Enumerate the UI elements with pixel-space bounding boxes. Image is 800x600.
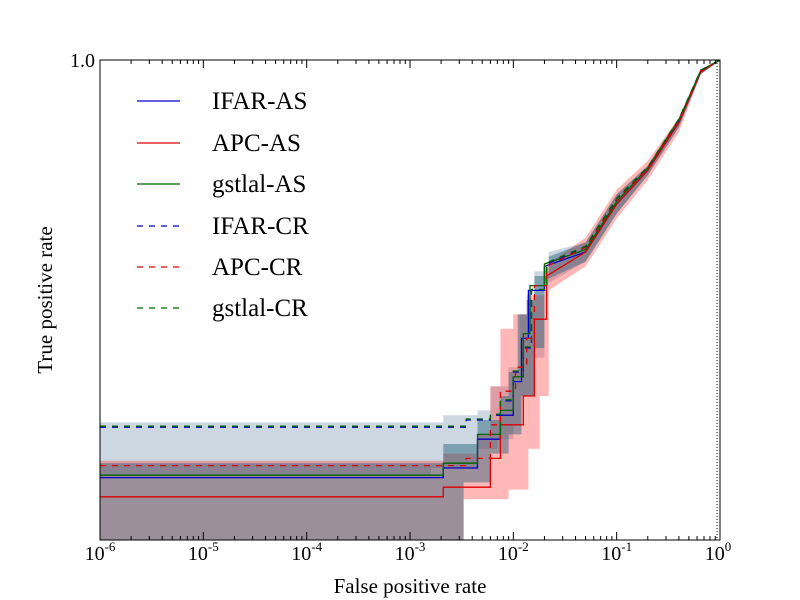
plot-area bbox=[99, 59, 721, 541]
x-tick-label: 10-5 bbox=[188, 539, 219, 565]
apc-band bbox=[100, 60, 720, 540]
series-line-gstlal-as bbox=[100, 59, 721, 476]
legend-label-apc-cr: APC-CR bbox=[212, 254, 303, 281]
x-tick-label: 10-6 bbox=[85, 539, 116, 565]
axis-ticks bbox=[99, 60, 721, 540]
x-tick-labels: 10-6 10-5 10-4 10-3 10-2 10-1 100 bbox=[85, 539, 732, 565]
y-tick-label: 1.0 bbox=[70, 50, 95, 72]
x-tick-label: 10-4 bbox=[291, 539, 322, 565]
legend-label-apc-as: APC-AS bbox=[212, 130, 301, 157]
confidence-bands bbox=[100, 60, 720, 540]
x-axis-label: False positive rate bbox=[334, 574, 487, 598]
legend-label-gstlal-cr: gstlal-CR bbox=[212, 295, 308, 322]
legend: IFAR-AS APC-AS gstlal-AS IFAR-CR APC-CR … bbox=[137, 88, 309, 322]
ifar-as-band bbox=[100, 60, 720, 540]
series-line-ifar-as bbox=[100, 59, 721, 479]
legend-label-gstlal-as: gstlal-AS bbox=[212, 171, 306, 198]
series-line-gstlal-cr bbox=[100, 59, 721, 427]
ifar-cr-band bbox=[100, 60, 720, 476]
series-line-apc-cr bbox=[100, 59, 721, 467]
x-tick-label: 100 bbox=[705, 539, 732, 565]
legend-label-ifar-cr: IFAR-CR bbox=[212, 213, 309, 240]
x-tick-label: 10-3 bbox=[395, 539, 426, 565]
series-line-ifar-cr bbox=[100, 59, 721, 428]
roc-curves bbox=[100, 59, 721, 498]
legend-label-ifar-as: IFAR-AS bbox=[212, 88, 307, 115]
x-tick-label: 10-2 bbox=[498, 539, 529, 565]
y-axis-label: True positive rate bbox=[33, 226, 57, 373]
series-line-apc-as bbox=[100, 59, 721, 498]
x-tick-label: 10-1 bbox=[601, 539, 632, 565]
